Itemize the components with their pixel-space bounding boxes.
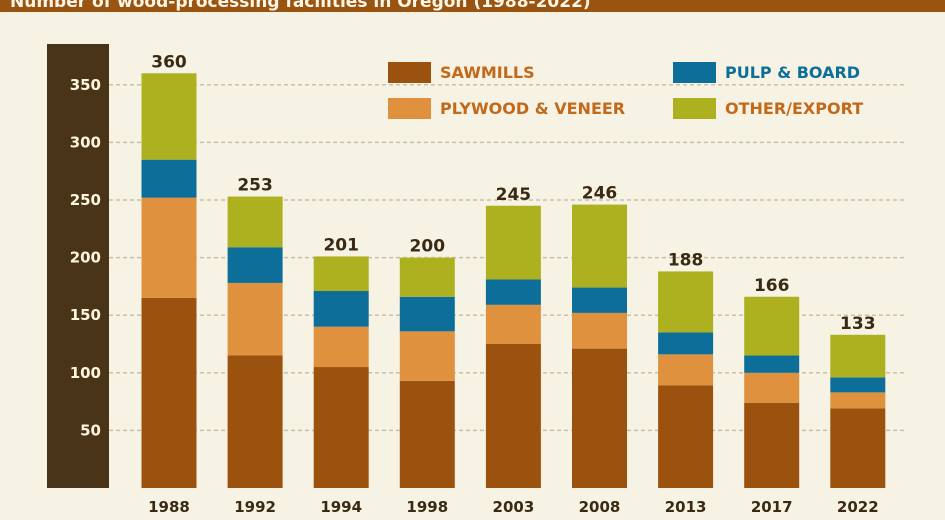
legend-label: PULP & BOARD: [725, 63, 860, 82]
bar-segment: [572, 348, 627, 488]
y-tick-label: 200: [70, 249, 101, 267]
bar-segment: [744, 402, 800, 488]
title-bar: Number of wood-processing facilities in …: [0, 0, 945, 12]
legend-label: OTHER/EXPORT: [725, 99, 863, 118]
chart-title: Number of wood-processing facilities in …: [10, 0, 591, 12]
bar-segment: [658, 385, 714, 488]
y-tick-label: 150: [70, 306, 101, 324]
total-label: 200: [410, 237, 446, 257]
bar-segment: [141, 159, 197, 198]
y-tick-label: 350: [70, 76, 101, 94]
bar-segment: [658, 354, 714, 386]
bar-segment: [399, 331, 455, 381]
bar-segment: [313, 256, 369, 292]
bar-segment: [830, 392, 886, 409]
bar-segment: [227, 196, 283, 248]
bar-segment: [830, 377, 886, 393]
total-label: 253: [237, 176, 273, 196]
legend: SAWMILLS PLYWOOD & VENEER PULP & BOARD OTHE…: [388, 62, 863, 119]
legend-swatch: [388, 62, 431, 83]
x-tick-label: 1992: [234, 498, 276, 516]
bar-segment: [830, 334, 886, 378]
x-tick-label: 2003: [493, 498, 535, 516]
y-tick-label: 250: [70, 191, 101, 209]
legend-label: PLYWOOD & VENEER: [440, 99, 625, 118]
total-label: 246: [582, 184, 618, 204]
legend-swatch: [388, 98, 431, 119]
bar-segment: [141, 297, 197, 488]
total-label: 166: [754, 276, 790, 296]
bar-segment: [313, 291, 369, 327]
bar-segment: [227, 247, 283, 283]
bar-segment: [744, 372, 800, 403]
bar-segment: [485, 304, 541, 344]
bar-segment: [572, 287, 627, 313]
bar-segment: [744, 296, 800, 356]
bar-segment: [399, 380, 455, 488]
x-tick-label: 2017: [751, 498, 793, 516]
total-label: 188: [668, 250, 704, 270]
bar-segment: [399, 296, 455, 332]
bar-segment: [227, 282, 283, 356]
bar-segment: [485, 205, 541, 280]
x-tick-label: 1998: [406, 498, 448, 516]
legend-swatch: [673, 62, 716, 83]
x-tick-label: 1988: [148, 498, 190, 516]
bar-segment: [658, 271, 714, 333]
x-axis-labels: 1988 1992 1994 1998 2003 2008 2013 2017 2022: [148, 498, 879, 516]
bar-segment: [313, 367, 369, 488]
total-label: 133: [840, 314, 876, 334]
x-tick-label: 2022: [837, 498, 879, 516]
total-label: 360: [151, 52, 187, 72]
bar-segment: [485, 344, 541, 488]
legend-label: SAWMILLS: [440, 63, 535, 82]
bar-segment: [572, 204, 627, 288]
total-labels: 360 253 201 200 245 246 188 166 133: [151, 52, 875, 334]
bar-segment: [141, 197, 197, 298]
total-label: 245: [496, 185, 532, 205]
bar-segment: [399, 257, 455, 297]
bars: [141, 73, 886, 488]
x-tick-label: 1994: [320, 498, 362, 516]
bar-segment: [141, 73, 197, 160]
bar-segment: [830, 408, 886, 488]
y-tick-label: 50: [80, 421, 101, 439]
y-axis-ticks: 50 100 150 200 250 300 350: [70, 76, 101, 440]
x-tick-label: 2013: [665, 498, 707, 516]
bar-segment: [744, 355, 800, 373]
bar-segment: [658, 332, 714, 355]
bar-segment: [313, 326, 369, 368]
y-axis-band: [47, 44, 109, 488]
x-tick-label: 2008: [579, 498, 621, 516]
legend-swatch: [673, 98, 716, 119]
y-tick-label: 300: [70, 133, 101, 151]
bar-segment: [572, 312, 627, 349]
bar-segment: [485, 279, 541, 305]
y-tick-label: 100: [70, 364, 101, 382]
bar-segment: [227, 355, 283, 488]
total-label: 201: [323, 235, 359, 255]
